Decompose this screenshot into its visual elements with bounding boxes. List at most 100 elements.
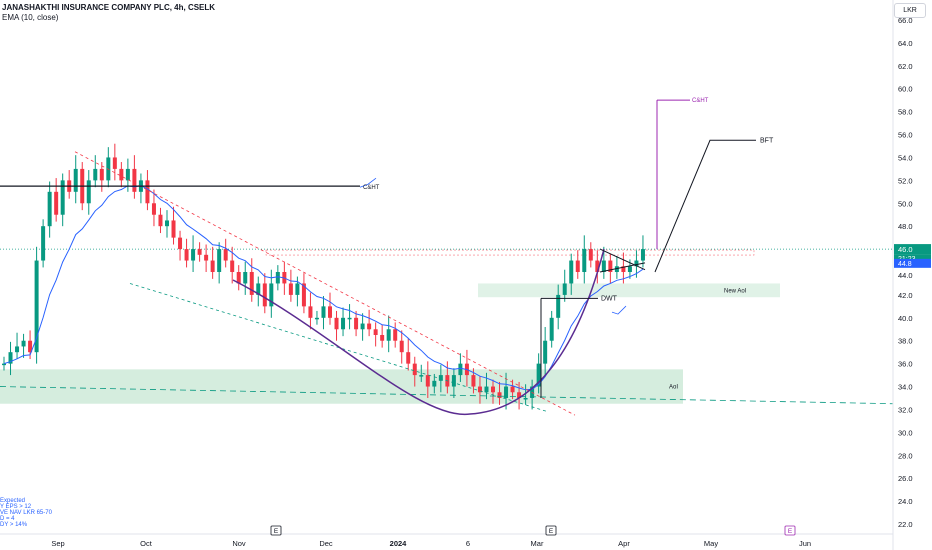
- candle[interactable]: [15, 346, 20, 353]
- candle[interactable]: [269, 283, 274, 307]
- candle[interactable]: [425, 375, 430, 387]
- candle[interactable]: [314, 317, 319, 320]
- candle[interactable]: [41, 226, 46, 261]
- handle-bottom[interactable]: [599, 262, 646, 273]
- candle[interactable]: [562, 283, 567, 295]
- earnings-marker[interactable]: [270, 525, 282, 536]
- candle[interactable]: [151, 203, 156, 215]
- candle[interactable]: [223, 249, 228, 261]
- earnings-marker[interactable]: [545, 525, 557, 536]
- candle[interactable]: [510, 386, 515, 393]
- candle[interactable]: [393, 329, 398, 341]
- candle[interactable]: [432, 380, 437, 387]
- currency-button[interactable]: LKR: [894, 3, 926, 18]
- candle[interactable]: [249, 272, 254, 295]
- candle[interactable]: [243, 272, 248, 284]
- candle[interactable]: [380, 335, 385, 341]
- candle[interactable]: [295, 283, 300, 295]
- neckline-band[interactable]: [265, 249, 755, 256]
- candle[interactable]: [354, 317, 359, 330]
- candle[interactable]: [125, 168, 130, 181]
- candle[interactable]: [288, 283, 293, 295]
- candle[interactable]: [504, 386, 509, 398]
- candle[interactable]: [595, 260, 600, 272]
- candle[interactable]: [93, 168, 98, 181]
- candle[interactable]: [21, 340, 26, 347]
- ema-line[interactable]: [3, 185, 644, 391]
- candle[interactable]: [588, 249, 593, 261]
- candle[interactable]: [569, 260, 574, 284]
- candle[interactable]: [523, 398, 528, 400]
- candle[interactable]: [614, 266, 619, 272]
- candle[interactable]: [477, 386, 482, 393]
- candle[interactable]: [497, 392, 502, 398]
- candle[interactable]: [601, 260, 606, 272]
- candle[interactable]: [8, 352, 13, 364]
- candle[interactable]: [230, 260, 235, 272]
- candle[interactable]: [484, 386, 489, 393]
- new-aoi-zone[interactable]: [478, 283, 780, 298]
- symbol-title[interactable]: JANASHAKTHI INSURANCE COMPANY PLC, 4h, C…: [2, 3, 216, 12]
- candle[interactable]: [301, 283, 306, 307]
- candle[interactable]: [204, 254, 209, 261]
- candle[interactable]: [191, 249, 196, 261]
- candle[interactable]: [458, 363, 463, 376]
- candle[interactable]: [549, 317, 554, 341]
- candle[interactable]: [419, 375, 424, 377]
- candle[interactable]: [517, 392, 522, 398]
- channel-upper[interactable]: [74, 151, 576, 416]
- candle[interactable]: [582, 249, 587, 272]
- candle[interactable]: [399, 340, 404, 353]
- candle[interactable]: [438, 375, 443, 381]
- candle[interactable]: [73, 168, 78, 192]
- candle[interactable]: [99, 168, 104, 181]
- candle[interactable]: [86, 180, 91, 204]
- candle[interactable]: [145, 180, 150, 204]
- candle[interactable]: [328, 306, 332, 318]
- candle[interactable]: [262, 283, 267, 307]
- candle[interactable]: [556, 294, 561, 318]
- candle[interactable]: [158, 214, 163, 227]
- candle[interactable]: [47, 191, 52, 227]
- candle[interactable]: [543, 340, 548, 364]
- candle[interactable]: [373, 329, 378, 335]
- candle[interactable]: [217, 249, 222, 272]
- candle[interactable]: [60, 180, 65, 215]
- candle[interactable]: [308, 306, 313, 318]
- candle[interactable]: [491, 386, 495, 393]
- candle[interactable]: [334, 317, 339, 330]
- candle[interactable]: [321, 306, 326, 318]
- candle[interactable]: [119, 168, 124, 181]
- aoi-zone[interactable]: [0, 369, 683, 404]
- candle[interactable]: [236, 272, 241, 284]
- candle[interactable]: [171, 220, 176, 238]
- candle[interactable]: [256, 283, 261, 295]
- candle[interactable]: [412, 363, 417, 376]
- indicator-label[interactable]: EMA (10, close): [2, 13, 59, 22]
- candle[interactable]: [132, 168, 137, 192]
- candle[interactable]: [197, 249, 202, 255]
- candle[interactable]: [608, 260, 613, 272]
- cup-curve[interactable]: [232, 248, 605, 416]
- handle-top[interactable]: [599, 248, 646, 271]
- candle[interactable]: [471, 375, 476, 387]
- candle[interactable]: [112, 157, 117, 169]
- candle[interactable]: [34, 260, 39, 353]
- candle[interactable]: [536, 363, 541, 387]
- candle[interactable]: [386, 329, 391, 341]
- candle[interactable]: [178, 237, 183, 250]
- candle[interactable]: [621, 266, 626, 272]
- candle[interactable]: [627, 266, 632, 272]
- candle[interactable]: [165, 220, 169, 227]
- candle[interactable]: [406, 352, 411, 364]
- candle[interactable]: [575, 260, 580, 272]
- cht-check[interactable]: [359, 177, 377, 188]
- candle[interactable]: [275, 272, 280, 284]
- candle[interactable]: [54, 191, 59, 215]
- candle[interactable]: [210, 260, 215, 272]
- candle[interactable]: [360, 323, 365, 330]
- bft-line[interactable]: [654, 139, 756, 273]
- candle[interactable]: [347, 317, 352, 320]
- candle[interactable]: [451, 375, 456, 387]
